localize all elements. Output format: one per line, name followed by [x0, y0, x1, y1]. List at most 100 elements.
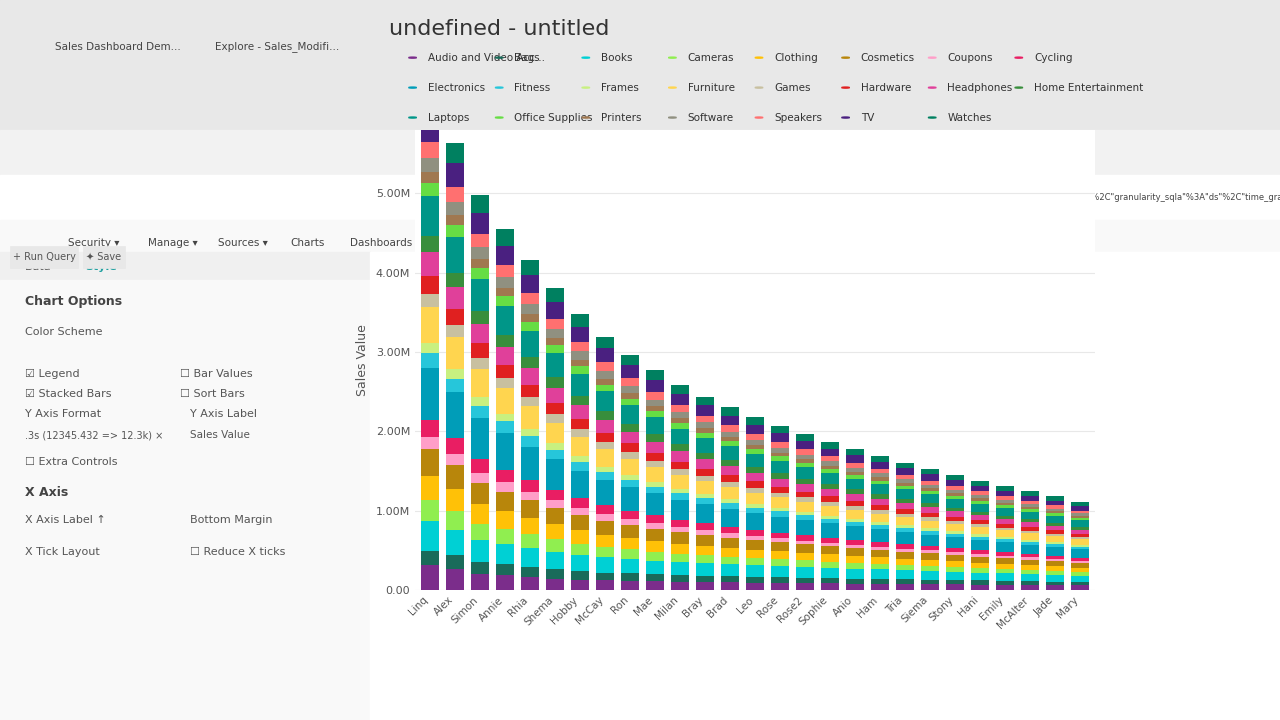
Bar	[645, 482, 664, 487]
Bar	[1070, 545, 1089, 546]
Bar	[495, 575, 515, 590]
Text: ☐ Bar Values: ☐ Bar Values	[180, 369, 252, 379]
Bar	[970, 585, 989, 590]
Bar	[471, 397, 489, 405]
Bar	[946, 552, 964, 555]
Bar	[595, 337, 614, 348]
Bar	[521, 518, 539, 534]
Bar	[645, 487, 664, 493]
Bar	[970, 528, 989, 534]
Bar	[996, 537, 1014, 539]
Bar	[495, 544, 515, 564]
Bar	[545, 444, 564, 450]
Bar	[421, 294, 439, 307]
Bar	[1070, 510, 1089, 513]
Bar	[796, 492, 814, 498]
Bar	[595, 480, 614, 505]
Bar	[645, 516, 664, 523]
Bar	[970, 495, 989, 498]
Bar	[445, 338, 465, 369]
Bar	[746, 577, 764, 583]
Bar	[746, 536, 764, 540]
Bar	[1046, 575, 1065, 582]
Bar	[996, 516, 1014, 519]
Circle shape	[408, 57, 416, 58]
Bar	[721, 441, 740, 446]
Bar	[896, 552, 914, 559]
Bar	[495, 482, 515, 492]
Bar	[1070, 534, 1089, 537]
Bar	[621, 549, 640, 559]
Bar	[970, 501, 989, 503]
Bar	[445, 287, 465, 309]
Bar	[445, 530, 465, 555]
Bar	[996, 552, 1014, 556]
Bar	[896, 469, 914, 475]
Bar	[946, 567, 964, 572]
Bar	[0, 280, 370, 720]
Bar	[521, 304, 539, 314]
Circle shape	[668, 57, 676, 58]
Bar	[1070, 506, 1089, 510]
Bar	[471, 472, 489, 482]
Bar	[721, 482, 740, 487]
Bar	[1046, 536, 1065, 542]
Bar	[671, 462, 690, 469]
Bar	[920, 491, 940, 494]
Bar	[796, 441, 814, 449]
Bar	[870, 456, 890, 462]
Text: Cycling: Cycling	[1034, 53, 1073, 63]
Bar	[1046, 571, 1065, 575]
Bar	[645, 461, 664, 467]
Bar	[645, 467, 664, 482]
Bar	[571, 516, 589, 531]
Bar	[1046, 556, 1065, 559]
Bar	[545, 524, 564, 539]
Bar	[796, 484, 814, 492]
Text: Electronics: Electronics	[428, 83, 485, 93]
Bar	[870, 564, 890, 570]
Bar	[621, 393, 640, 399]
Bar	[996, 528, 1014, 531]
Bar	[1020, 539, 1039, 541]
Bar	[621, 432, 640, 444]
Bar	[370, 252, 1280, 720]
Bar	[920, 585, 940, 590]
Bar	[695, 564, 714, 576]
Bar	[721, 460, 740, 467]
Bar	[920, 554, 940, 560]
Text: Sales Dashboard Dem...: Sales Dashboard Dem...	[55, 42, 180, 52]
Bar	[595, 442, 614, 449]
Bar	[621, 474, 640, 480]
Bar	[1070, 518, 1089, 521]
Bar	[695, 397, 714, 405]
Bar	[996, 569, 1014, 573]
Bar	[545, 402, 564, 414]
Circle shape	[928, 87, 936, 88]
Bar	[970, 557, 989, 562]
Bar	[495, 378, 515, 388]
Text: Printers: Printers	[602, 112, 641, 122]
Bar	[471, 310, 489, 324]
Bar	[796, 498, 814, 502]
Bar	[1020, 495, 1039, 501]
Bar	[421, 94, 439, 116]
Bar	[83, 246, 125, 268]
Bar	[796, 449, 814, 454]
Text: Color Scheme: Color Scheme	[26, 327, 102, 337]
Bar	[545, 387, 564, 402]
Text: Fitness: Fitness	[515, 83, 550, 93]
Bar	[771, 508, 790, 511]
Bar	[796, 544, 814, 553]
Bar	[820, 466, 840, 469]
Bar	[896, 526, 914, 528]
Bar	[1070, 502, 1089, 506]
Text: Home Entertainment: Home Entertainment	[1034, 83, 1143, 93]
Bar	[846, 578, 864, 584]
Bar	[545, 459, 564, 490]
Bar	[571, 429, 589, 437]
Bar	[1070, 537, 1089, 539]
Bar	[645, 528, 664, 541]
Bar	[521, 293, 539, 304]
Bar	[521, 357, 539, 368]
